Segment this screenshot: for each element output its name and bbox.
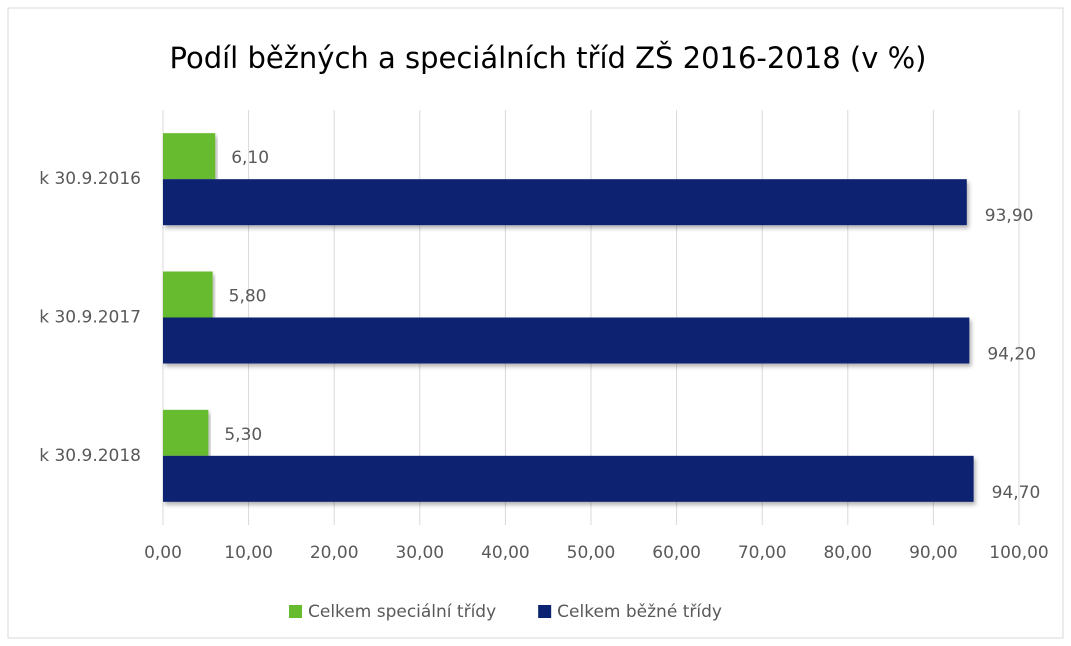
data-label: 5,30 xyxy=(224,425,262,445)
bar xyxy=(163,271,213,318)
data-label: 93,90 xyxy=(985,206,1034,226)
x-tick-label: 90,00 xyxy=(909,543,958,563)
bar xyxy=(163,179,967,226)
x-tick-label: 80,00 xyxy=(823,543,872,563)
legend-label: Celkem běžné třídy xyxy=(557,602,722,622)
x-tick-label: 70,00 xyxy=(738,543,787,563)
bar xyxy=(163,455,974,502)
x-tick-label: 60,00 xyxy=(652,543,701,563)
data-label: 5,80 xyxy=(229,287,267,307)
x-tick-label: 30,00 xyxy=(395,543,444,563)
chart-title: Podíl běžných a speciálních tříd ZŠ 2016… xyxy=(170,41,927,75)
data-label: 94,20 xyxy=(987,345,1036,365)
bar xyxy=(163,133,216,180)
legend-label: Celkem speciální třídy xyxy=(308,602,496,622)
x-tick-label: 40,00 xyxy=(481,543,530,563)
x-tick-label: 50,00 xyxy=(567,543,616,563)
x-tick-label: 20,00 xyxy=(310,543,359,563)
y-tick-label: k 30.9.2018 xyxy=(39,446,141,466)
bar xyxy=(163,317,970,364)
bar xyxy=(163,409,209,456)
legend-swatch xyxy=(289,605,302,618)
x-tick-label: 0,00 xyxy=(144,543,182,563)
data-label: 94,70 xyxy=(992,483,1041,503)
x-tick-label: 10,00 xyxy=(224,543,273,563)
legend-swatch xyxy=(538,605,552,618)
x-tick-label: 100,00 xyxy=(989,543,1048,563)
y-tick-label: k 30.9.2017 xyxy=(39,308,141,328)
data-label: 6,10 xyxy=(231,148,269,168)
y-tick-label: k 30.9.2016 xyxy=(39,169,141,189)
